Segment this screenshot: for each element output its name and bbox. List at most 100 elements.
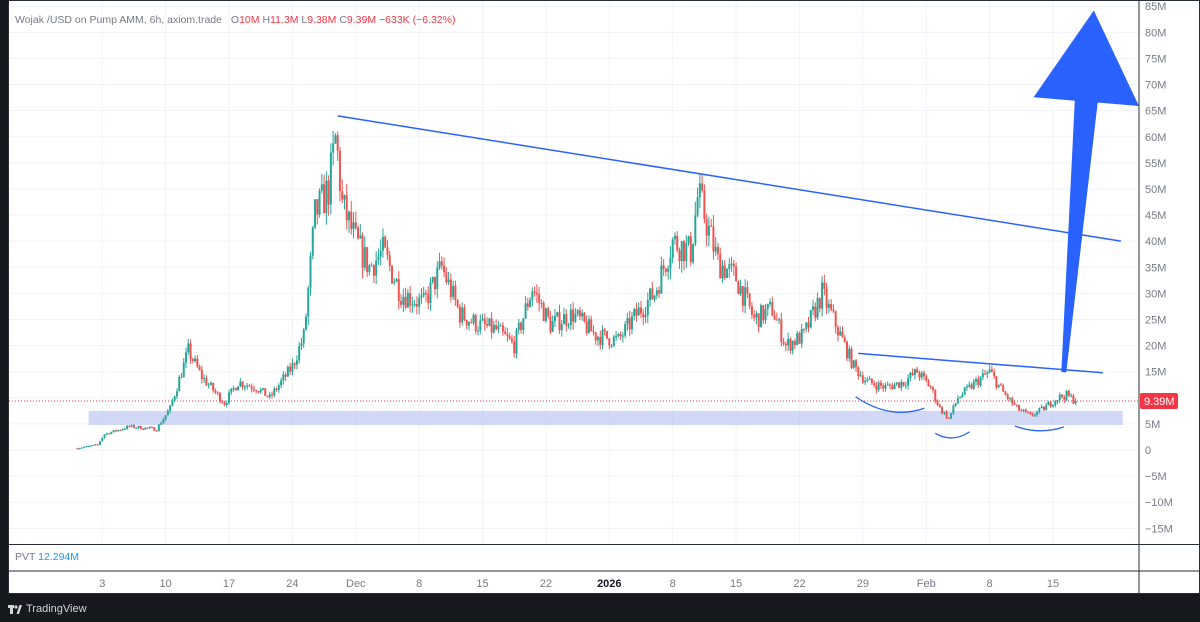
candle-body — [802, 328, 805, 330]
candle-body — [123, 428, 126, 430]
candle-body — [952, 405, 955, 414]
low-value: 9.38M — [307, 14, 337, 26]
candle-body — [191, 358, 194, 361]
candle-body — [357, 227, 360, 239]
candle-body — [873, 383, 876, 386]
candle-body — [513, 341, 516, 354]
candle-body — [180, 377, 183, 379]
candle-body — [744, 287, 747, 306]
candle-body — [771, 302, 774, 316]
candle-body — [596, 336, 599, 341]
candle-body — [110, 432, 113, 435]
candle-body — [182, 362, 185, 378]
support-zone-layer — [88, 410, 1123, 425]
candle-body — [977, 379, 980, 386]
candle-body — [259, 389, 262, 393]
candle-body — [171, 400, 174, 406]
candle-body — [626, 318, 629, 324]
candle-body — [470, 322, 473, 324]
candle-body — [108, 433, 111, 435]
candle-body — [103, 434, 106, 438]
candle-body — [850, 348, 853, 368]
candle-body — [1027, 411, 1030, 413]
candle-body — [909, 372, 912, 379]
descending-trendline — [337, 115, 1122, 242]
candle-body — [293, 363, 296, 365]
candle-body — [96, 444, 99, 446]
candle-body — [508, 336, 511, 339]
candle-body — [852, 360, 855, 368]
candle-body — [332, 143, 335, 153]
time-axis-tick-label: 15 — [1047, 578, 1059, 590]
price-axis-tick-label: 40M — [1145, 236, 1166, 248]
candle-body — [207, 384, 210, 386]
candle-body — [576, 310, 579, 314]
candle-body — [701, 183, 704, 191]
price-axis-tick-label: 75M — [1145, 53, 1166, 65]
chart-frame[interactable]: 85M 80M 75M 70M 65M 60M 55M 50M 45M 40M 35M 30M 25M 2… — [8, 0, 1200, 594]
candle-body — [832, 309, 835, 312]
candle-body — [585, 321, 588, 334]
candle-body — [359, 235, 362, 239]
candle-body — [175, 391, 178, 397]
candle-body — [882, 385, 885, 389]
high-value: 11.3M — [270, 14, 299, 26]
candle-body — [400, 301, 403, 305]
price-axis-tick-label: 5M — [1145, 419, 1160, 431]
drawing-layer — [337, 10, 1139, 439]
candle-body — [474, 315, 477, 332]
candle-body — [866, 379, 869, 381]
candle-body — [877, 382, 880, 390]
candle-body — [925, 376, 928, 381]
candle-body — [277, 385, 280, 390]
candle-body — [769, 302, 772, 304]
candle-body — [166, 410, 169, 416]
candle-body — [735, 266, 738, 282]
candle-body — [640, 307, 643, 314]
candle-body — [1008, 397, 1011, 399]
candle-body — [126, 425, 129, 429]
candle-body — [155, 430, 158, 432]
candle-body — [567, 325, 570, 327]
candle-body — [379, 250, 382, 257]
candle-body — [540, 302, 543, 304]
candle-body — [438, 261, 441, 268]
candle-body — [972, 381, 975, 389]
candle-body — [214, 390, 217, 393]
candle-body — [1047, 402, 1050, 406]
candle-body — [76, 448, 79, 450]
candle-body — [587, 319, 590, 334]
candle-body — [830, 303, 833, 310]
candle-body — [325, 180, 328, 214]
candle-body — [667, 268, 670, 272]
candle-body — [415, 304, 418, 307]
candle-body — [861, 375, 864, 383]
candle-body — [676, 235, 679, 251]
candle-body — [302, 329, 305, 344]
candle-body — [737, 281, 740, 295]
candle-body — [309, 255, 312, 288]
candle-body — [603, 329, 606, 332]
candle-body — [635, 309, 638, 316]
time-axis-tick-label: 15 — [476, 578, 488, 590]
last-price-badge — [1140, 392, 1178, 409]
candle-body — [275, 388, 278, 390]
candle-body — [916, 369, 919, 373]
candle-body — [938, 404, 941, 408]
candle-body — [520, 322, 523, 331]
tradingview-branding[interactable]: TradingView — [8, 596, 308, 622]
candle-body — [409, 293, 412, 306]
candle-body — [599, 336, 602, 345]
candle-body — [187, 343, 190, 353]
candle-body — [807, 322, 810, 328]
candle-body — [280, 380, 283, 386]
chart-canvas[interactable]: 85M80M75M70M65M60M55M50M45M40M35M30M25M2… — [9, 1, 1199, 593]
price-axis-tick-label: 30M — [1145, 288, 1166, 300]
candle-body — [1011, 397, 1014, 404]
candle-body — [999, 384, 1002, 386]
pvt-indicator-legend[interactable]: PVT 12.294M — [15, 551, 79, 563]
candle-body — [572, 309, 575, 322]
candle-body — [775, 319, 778, 321]
candle-body — [237, 386, 240, 391]
candle-body — [578, 310, 581, 317]
